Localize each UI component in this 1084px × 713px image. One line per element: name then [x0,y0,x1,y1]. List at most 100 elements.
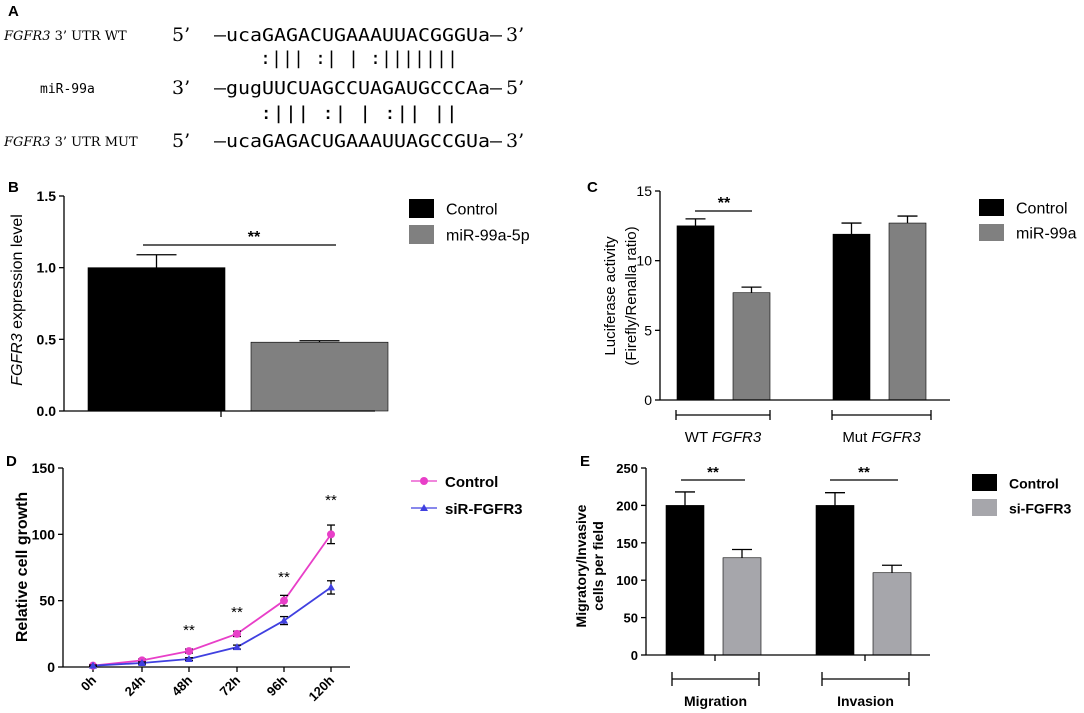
d-significance-mark: ** [231,604,243,621]
d-y-tick-label: 150 [32,460,56,476]
d-point-sir [327,583,335,591]
d-significance-mark: ** [278,569,290,586]
mut-pairing-lines: :||| :| | :|| || [260,103,458,124]
d-point-control [233,629,241,638]
c-group-gene: FGFR3 [712,429,762,446]
b-y-tick-label: 1.0 [37,260,57,276]
d-x-tick-label: 24h [122,672,148,698]
c-y-tick-label: 10 [636,253,652,269]
c-group-label: WT FGFR3 [685,429,762,446]
c-significance-mark: ** [718,195,731,212]
d-x-tick-label: 0h [78,672,99,693]
e-group-label: Invasion [837,693,894,709]
wt-utr-label: FGFR3 3’ UTR WT [3,29,127,44]
b-significance-mark: ** [248,229,261,246]
mut-label-text: 3’ UTR MUT [50,135,137,150]
panel-letter-d: D [6,453,17,470]
d-point-sir [233,643,241,651]
d-point-control [327,530,335,539]
chart-d: 0 50 100 150 0h 24h 48h 72h 96h 120h ** ** ** ** Contr… [32,460,523,704]
wt-gene-name: FGFR3 [3,29,50,44]
c-legend-mir-swatch [979,224,1004,241]
c-legend-control-label: Control [1016,201,1068,218]
mirna-sequence: –gugUUCUAGCCUAGAUGCCCAa– [214,78,502,99]
panel-d: D Relative cell growth 0 50 100 150 0h 24h 48h… [6,453,523,704]
b-ylabel-gene: FGFR3 [9,333,26,386]
e-bar-si-fgfr3-invasion [872,572,912,656]
wt-pairing-lines: :||| :| | :||||||| [260,48,458,69]
b-y-tick-label: 0.5 [37,331,57,347]
c-y-tick-label: 5 [644,322,652,338]
wt-prime-left: 5’ [172,24,190,46]
e-ylabel-line1: Migratory/Invasive [573,504,589,627]
d-point-control [280,596,288,605]
e-group-label: Migration [684,693,747,709]
c-y-tick-label: 0 [644,392,652,408]
wt-sequence: –ucaGAGACUGAAAUUACGGGUa– [214,25,502,46]
e-significance-mark: ** [858,464,870,481]
e-bar-si-fgfr3-migration [722,557,762,656]
d-legend-marker [420,477,428,485]
d-legend-label: Control [445,474,498,491]
mirna-prime-right: 5’ [506,77,524,99]
d-series-line-1 [92,586,332,667]
b-y-tick-label: 1.5 [37,188,57,204]
c-legend-mir-label: miR-99a [1016,226,1077,243]
d-legend-label: siR-FGFR3 [445,501,523,518]
b-y-axis-label: FGFR3 expression level [9,214,26,386]
mut-prime-right: 3’ [506,130,524,152]
c-group-prefix: Mut [842,429,871,446]
d-x-tick-label: 48h [169,672,195,698]
e-bar-control-migration [665,505,705,656]
d-significance-mark: ** [325,492,337,509]
e-legend-si-swatch [972,499,997,516]
d-point-sir [280,616,288,624]
e-legend-control-label: Control [1009,476,1059,492]
panel-letter-c: C [587,179,598,196]
panel-e: E Migratory/Invasive cells per field 0 50… [573,453,1071,709]
d-x-tick-label: 96h [264,672,290,698]
c-group-prefix: WT [685,429,712,446]
e-significance-mark: ** [707,464,719,481]
c-group-label: Mut FGFR3 [842,429,921,446]
b-legend-mir-swatch [409,225,434,244]
d-y-tick-label: 50 [39,593,55,609]
e-ylabel-line2: cells per field [590,521,606,610]
d-y-axis-label: Relative cell growth [14,492,31,642]
wt-label-text: 3’ UTR WT [50,29,127,44]
e-y-tick-label: 200 [616,498,638,513]
b-ylabel-rest: expression level [9,214,26,333]
panel-b: B FGFR3 expression level 0.0 0.5 1.0 1.5 ** C… [8,179,530,419]
mut-utr-label: FGFR3 3’ UTR MUT [3,135,138,150]
e-y-tick-label: 100 [616,573,638,588]
b-legend-mir-label: miR-99a-5p [446,228,530,245]
b-bar-mir-99a-5p [250,341,389,412]
c-ylabel-line1: Luciferase activity [602,236,619,356]
d-y-tick-label: 0 [47,659,55,675]
mut-gene-name: FGFR3 [3,135,50,150]
d-series-line-0 [92,533,332,667]
c-bar-control-mut [832,233,871,401]
panel-letter-a: A [8,3,19,20]
c-bar-mir-99a-mut [888,222,927,401]
e-y-tick-label: 50 [624,611,638,626]
chart-e: 0 50 100 150 200 250 Migration Invasion ** ** Cont… [616,461,1071,709]
e-y-tick-label: 250 [616,461,638,476]
d-point-sir [185,655,193,663]
d-y-tick-label: 100 [32,526,56,542]
e-y-tick-label: 0 [631,648,638,663]
d-x-tick-label: 72h [217,672,243,698]
b-legend-control-label: Control [446,202,498,219]
d-x-tick-label: 120h [306,672,338,704]
d-point-control [185,647,193,656]
panel-letter-b: B [8,179,19,196]
panel-letter-e: E [580,453,590,470]
mut-sequence: –ucaGAGACUGAAAUUAGCCGUa– [214,131,502,152]
c-ylabel-line2: (Firefly/Renalla ratio) [623,226,640,365]
mirna-prime-left: 3’ [172,77,190,99]
e-legend-si-label: si-FGFR3 [1009,501,1071,517]
e-bar-control-invasion [815,505,855,656]
wt-prime-right: 3’ [506,24,524,46]
panel-c: C Luciferase activity (Firefly/Renalla r… [587,179,1077,446]
